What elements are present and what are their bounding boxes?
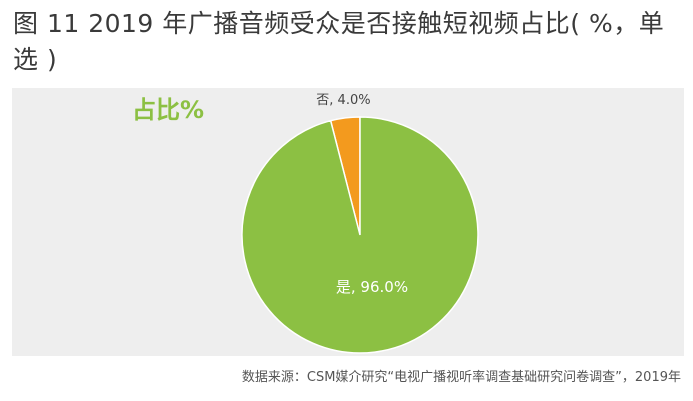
pie-chart: 占比% 否, 4.0% 是, 96.0%	[132, 93, 479, 354]
figure-title: 图 11 2019 年广播音频受众是否接触短视频占比( %，单选 )	[13, 9, 665, 74]
slice-label-yes: 是, 96.0%	[336, 278, 408, 296]
pie-slice-yes	[241, 116, 479, 354]
data-source: 数据来源：CSM媒介研究“电视广播视听率调查基础研究问卷调查”，2019年	[241, 370, 681, 385]
slice-label-no: 否, 4.0%	[316, 93, 370, 108]
chart-label: 占比%	[132, 96, 204, 124]
chart-panel: 占比% 否, 4.0% 是, 96.0%	[12, 88, 684, 356]
